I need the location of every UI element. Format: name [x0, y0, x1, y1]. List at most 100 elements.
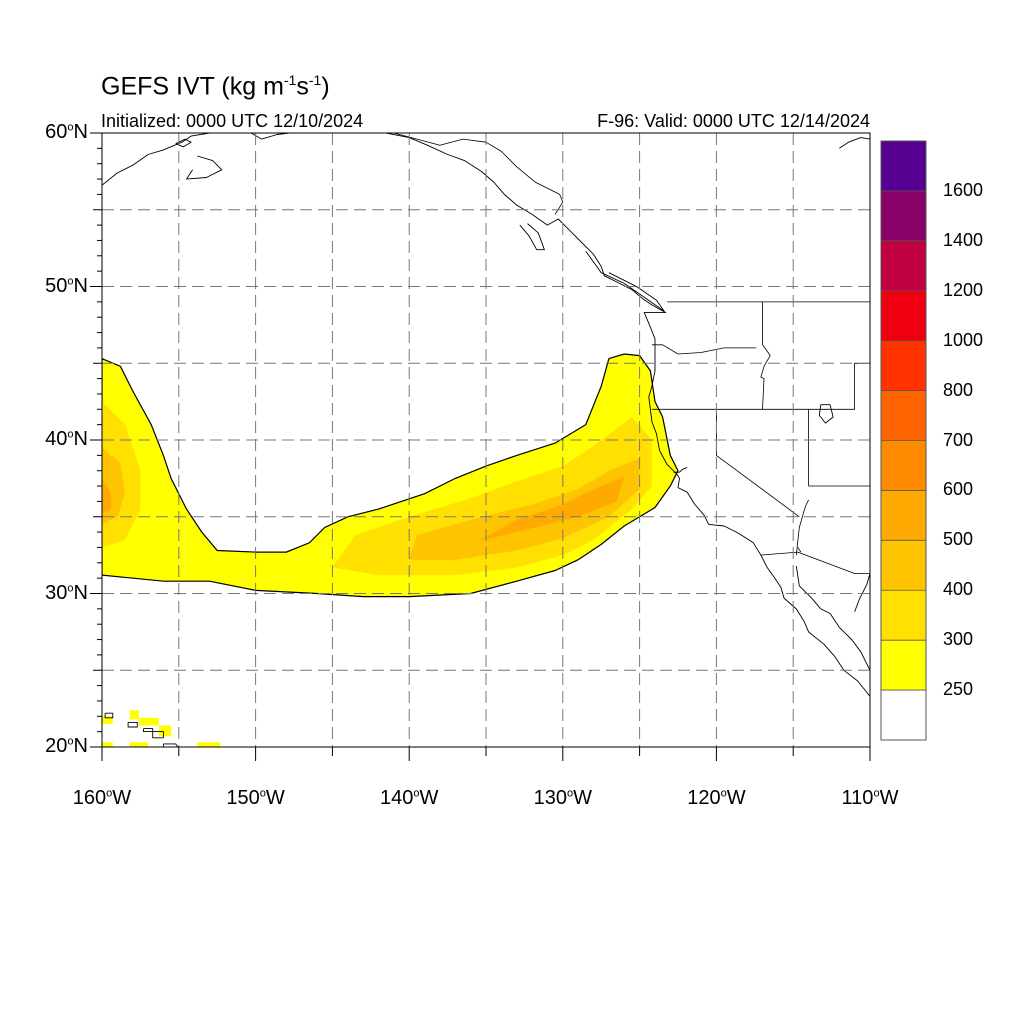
- border-segment: [760, 301, 771, 410]
- ivt-cell: [102, 742, 113, 747]
- coastline-segment: [186, 155, 223, 180]
- colorbar-label: 300: [943, 629, 974, 650]
- lon-degree: 150: [226, 787, 260, 809]
- coastline-segment: [175, 138, 192, 148]
- colorbar-swatch: [881, 540, 926, 591]
- ivt-shading: [102, 353, 679, 747]
- colorbar-swatch: [881, 290, 926, 341]
- lat-degree: 30: [45, 581, 68, 604]
- border-segment: [651, 362, 870, 410]
- coastlines: [102, 133, 870, 747]
- colorbar-swatch: [881, 640, 926, 691]
- coastline-segment: [127, 721, 138, 728]
- valid-time: F-96: Valid: 0000 UTC 12/14/2024: [597, 111, 870, 131]
- lat-degree: 50: [45, 274, 68, 297]
- border-segment: [760, 551, 870, 574]
- colorbar: [880, 140, 927, 741]
- coastline-segment: [102, 133, 210, 186]
- ivt-cell: [158, 725, 172, 737]
- lon-label: 150oW: [226, 787, 285, 809]
- coastline-segment: [795, 565, 870, 671]
- map-title: GEFS IVT (kg m-1s-1): [101, 72, 330, 101]
- ivt-500-west-region: [102, 478, 112, 514]
- lat-label: 20oN: [45, 735, 88, 757]
- coastline-segment: [818, 404, 834, 424]
- title-exponent-1: -1: [283, 72, 297, 88]
- map-frame: [101, 132, 871, 748]
- lon-hemisphere: W: [573, 787, 592, 809]
- lat-hemisphere: N: [73, 274, 88, 297]
- lat-degree: 40: [45, 428, 68, 450]
- lat-label: 30oN: [45, 581, 88, 604]
- lon-hemisphere: W: [265, 787, 285, 809]
- colorbar-swatch: [881, 690, 926, 740]
- lon-label: 110oW: [841, 787, 899, 809]
- colorbar-label: 250: [943, 679, 974, 700]
- coastline-segment: [104, 712, 114, 719]
- colorbar-label: 1400: [943, 229, 984, 250]
- colorbar-swatch: [881, 440, 926, 491]
- lon-degree: 140: [379, 787, 414, 809]
- lat-hemisphere: N: [73, 581, 88, 604]
- colorbar-frame: [880, 140, 927, 741]
- border-segment: [716, 409, 800, 518]
- lon-label: 140oW: [379, 787, 439, 809]
- lon-hemisphere: W: [419, 787, 439, 809]
- coastline-segment: [152, 731, 164, 739]
- colorbar-swatch: [881, 240, 926, 291]
- lon-label: 130oW: [533, 787, 592, 809]
- coastline-segment: [143, 728, 154, 733]
- colorbar-label: 1000: [943, 329, 984, 350]
- ivt-cell: [138, 717, 159, 726]
- border-segment: [651, 344, 757, 355]
- title-exponent-2: -1: [308, 72, 322, 88]
- colorbar-swatch: [881, 490, 926, 541]
- ivt-300-region: [332, 417, 652, 576]
- border-segment: [808, 409, 870, 487]
- lon-degree: 130: [533, 787, 567, 809]
- coastline-segment: [250, 133, 290, 140]
- lon-label: 120oW: [687, 787, 746, 809]
- colorbar-label: 500: [943, 529, 974, 550]
- coastline-segment: [673, 467, 688, 473]
- border-segment: [797, 547, 802, 553]
- lon-label: 160oW: [72, 787, 132, 809]
- initialized-time: Initialized: 0000 UTC 12/10/2024: [101, 111, 364, 131]
- coastline-segment: [386, 133, 870, 697]
- colorbar-swatch: [881, 141, 926, 191]
- colorbar-swatch: [881, 340, 926, 391]
- colorbar-swatch: [881, 190, 926, 241]
- ivt-400-region: [409, 458, 640, 560]
- colorbar-label: 700: [943, 429, 974, 450]
- colorbar-label: 600: [943, 479, 974, 500]
- ivt-500-region: [478, 476, 625, 542]
- lat-degree: 60: [45, 121, 68, 143]
- colorbar-label: 400: [943, 579, 974, 600]
- title-units-suffix: ): [321, 72, 330, 101]
- colorbar-label: 1600: [943, 179, 984, 200]
- lat-label: 40oN: [45, 428, 88, 450]
- title-units-prefix: (kg m: [221, 72, 284, 101]
- lat-hemisphere: N: [73, 428, 88, 450]
- colorbar-swatch: [881, 590, 926, 641]
- coastline-segment: [162, 743, 179, 747]
- lat-label: 60oN: [45, 121, 88, 143]
- lon-degree: 120: [687, 787, 721, 809]
- lat-hemisphere: N: [73, 735, 88, 757]
- lon-degree: 110: [841, 787, 874, 809]
- lat-label: 50oN: [45, 274, 88, 297]
- lon-hemisphere: W: [726, 787, 746, 809]
- colorbar-label: 1200: [943, 279, 984, 300]
- lon-hemisphere: W: [112, 787, 132, 809]
- lat-degree: 20: [45, 735, 68, 757]
- lon-hemisphere: W: [879, 787, 899, 809]
- lat-hemisphere: N: [73, 121, 88, 143]
- border-segment: [393, 133, 564, 215]
- coastline-segment: [519, 223, 545, 251]
- border-segment: [795, 499, 809, 556]
- ivt-cell: [102, 716, 113, 724]
- coastline-segment: [839, 137, 870, 149]
- ivt-cell: [129, 742, 149, 747]
- ivt-cell: [129, 710, 139, 720]
